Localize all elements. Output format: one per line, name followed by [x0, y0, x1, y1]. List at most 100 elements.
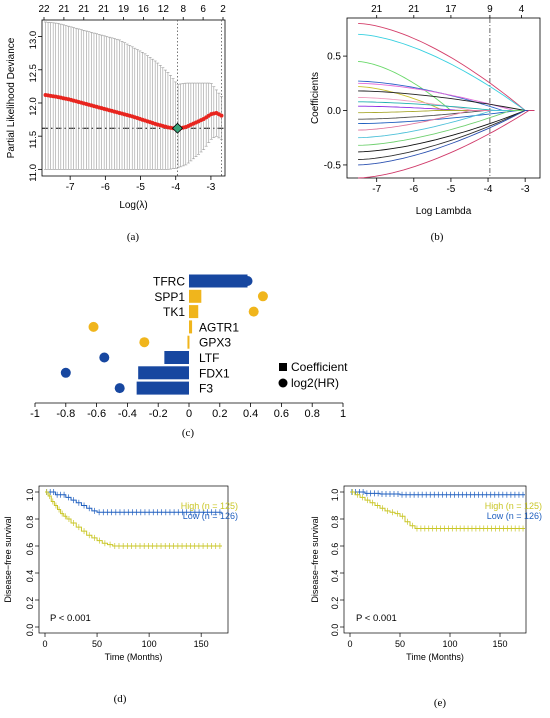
- coefficient-path: [358, 110, 535, 160]
- top-tick-label: 21: [408, 4, 420, 15]
- y-tick-label: 12.0: [28, 97, 39, 116]
- gene-label: AGTR1: [199, 320, 239, 334]
- x-tick-label: 50: [92, 639, 102, 649]
- y-tick-label: 0.5: [327, 52, 341, 63]
- x-tick-label: -5: [446, 184, 455, 195]
- x-tick-label: -0.4: [118, 408, 137, 420]
- coefficient-path: [358, 110, 535, 179]
- panel-label-b: (b): [431, 231, 444, 243]
- y-tick-label: 0.6: [330, 543, 340, 556]
- y-tick-label: 11.0: [28, 164, 39, 182]
- y-tick-label: 0.4: [25, 570, 35, 583]
- gene-label: GPX3: [199, 336, 231, 350]
- legend-low: Low (n = 126): [183, 511, 238, 521]
- y-tick-label: 0.8: [25, 516, 35, 529]
- x-tick-label: -3: [206, 182, 215, 193]
- coefficient-path: [358, 110, 535, 166]
- panel-c: -1 -0.8 -0.6 -0.4 -0.2 0 0.2 0.4 0.6 0.8 1 TFRCSPP1…: [30, 274, 348, 439]
- coefficient-path: [358, 22, 535, 111]
- coefficient-path: [358, 110, 535, 153]
- gene-label: TK1: [163, 305, 185, 319]
- deviance-point: [219, 113, 224, 118]
- x-tick-label: -1: [30, 408, 40, 420]
- top-tick-label: 9: [487, 4, 493, 15]
- y-tick-label: 0.2: [330, 597, 340, 610]
- x-tick-label: 0.4: [243, 408, 258, 420]
- x-tick-label: 0.8: [305, 408, 320, 420]
- y-tick-label: 0.0: [327, 106, 341, 117]
- coefficient-bar: [136, 381, 189, 395]
- panel-e: 0.0 0.2 0.4 0.6 0.8 1.0 0 50 100 150 Time (Months)…: [310, 485, 542, 709]
- coefficient-path: [358, 110, 535, 125]
- x-tick-label: 150: [492, 639, 507, 649]
- coefficient-bar: [189, 274, 248, 288]
- top-tick-label: 16: [138, 4, 150, 15]
- coefficient-path: [358, 110, 535, 114]
- y-axis-label: Disease−free survival: [3, 516, 13, 602]
- plot-frame: [346, 17, 541, 179]
- coefficient-path: [358, 33, 535, 111]
- gene-label: TFRC: [153, 275, 185, 289]
- y-tick-label: 11.5: [28, 131, 39, 149]
- y-tick-label: 1.0: [25, 489, 35, 502]
- top-tick-label: 19: [118, 4, 130, 15]
- legend-square-icon: [279, 363, 287, 371]
- panel-label-a: (a): [127, 231, 140, 243]
- x-tick-label: -0.2: [149, 408, 168, 420]
- y-tick-label: 0.4: [330, 570, 340, 583]
- y-tick-label: 0.0: [330, 624, 340, 637]
- top-tick-label: 12: [158, 4, 170, 15]
- y-axis-label: Partial Likelihood Deviance: [6, 37, 17, 158]
- top-tick-label: 8: [180, 4, 186, 15]
- coefficient-bar: [189, 305, 199, 319]
- x-tick-label: -5: [136, 182, 145, 193]
- coefficient-path: [358, 97, 535, 111]
- top-tick-label: 21: [58, 4, 70, 15]
- hr-dot: [114, 383, 125, 394]
- hr-dot: [99, 352, 110, 363]
- y-axis-label: Disease−free survival: [310, 516, 320, 602]
- y-tick-label: 0.2: [25, 597, 35, 610]
- top-tick-label: 21: [78, 4, 90, 15]
- top-tick-label: 22: [38, 4, 50, 15]
- top-tick-label: 21: [98, 4, 110, 15]
- p-value-annotation: P < 0.001: [356, 613, 397, 624]
- coefficient-bar: [187, 335, 190, 349]
- y-tick-label: 1.0: [330, 489, 340, 502]
- plot-frame: [343, 485, 527, 634]
- plot-frame: [38, 485, 229, 634]
- top-tick-label: 17: [445, 4, 457, 15]
- coefficient-path: [358, 110, 535, 146]
- hr-dot: [88, 321, 99, 332]
- top-tick-label: 21: [371, 4, 383, 15]
- x-tick-label: -7: [66, 182, 75, 193]
- x-tick-label: -6: [409, 184, 418, 195]
- y-tick-label: 0.0: [25, 624, 35, 637]
- legend-circle-icon: [278, 378, 288, 388]
- top-tick-label: 4: [519, 4, 525, 15]
- x-tick-label: 0.2: [212, 408, 227, 420]
- coefficient-path: [358, 110, 535, 131]
- x-tick-label: 150: [194, 639, 209, 649]
- x-tick-label: 50: [395, 639, 405, 649]
- coefficient-bar: [189, 320, 193, 334]
- coefficient-path: [358, 110, 535, 139]
- hr-dot: [257, 291, 268, 302]
- legend-high: High (n = 125): [181, 501, 238, 511]
- min-point-marker: [171, 122, 184, 134]
- coefficient-path: [358, 101, 535, 111]
- panel-label-e: (e): [434, 697, 447, 709]
- coefficient-path: [358, 90, 535, 111]
- legend-coefficient: Coefficient: [291, 360, 348, 374]
- x-tick-label: 0: [186, 408, 192, 420]
- legend-log2hr: log2(HR): [291, 376, 339, 390]
- panel-b: -0.5 0.0 0.5 -7 -6 -5 -4 -3 Log Lambda Coefficien…: [310, 4, 541, 243]
- x-tick-label: 100: [442, 639, 457, 649]
- y-tick-label: 0.8: [330, 516, 340, 529]
- y-tick-label: 12.5: [28, 64, 39, 83]
- hr-dot: [139, 337, 150, 348]
- coefficient-path: [358, 105, 535, 111]
- hr-dot: [242, 276, 253, 286]
- coefficient-path: [358, 110, 535, 120]
- x-axis-label: Time (Months): [105, 652, 163, 662]
